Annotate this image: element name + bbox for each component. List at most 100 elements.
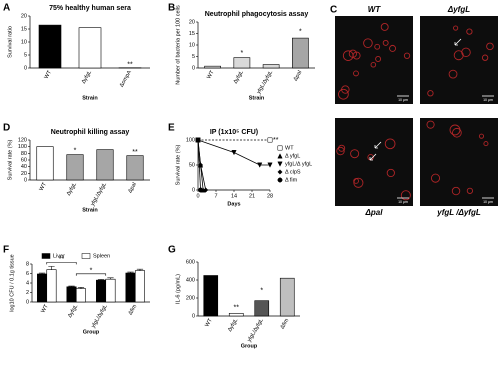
y-tick-label: 0	[192, 65, 195, 71]
y-tick-label: 0	[24, 65, 27, 71]
survival-line	[197, 139, 201, 191]
y-axis-label: Survival rate (%)	[7, 140, 13, 181]
x-tick-label: ΔyfgL	[227, 318, 239, 333]
marker	[277, 169, 283, 175]
significance: **	[234, 304, 240, 311]
scale-label: 10 μm	[398, 98, 408, 102]
bracket	[46, 262, 77, 265]
cell	[483, 141, 489, 147]
significance: *	[299, 28, 302, 35]
cell	[486, 42, 494, 51]
y-tick-label: 40	[21, 164, 27, 170]
bar	[262, 64, 280, 69]
y-tick-label: 80	[21, 151, 27, 157]
x-tick-label: ΔyfgL	[66, 182, 78, 197]
x-tick-label: WT	[206, 69, 216, 80]
x-axis-label: Strain	[82, 207, 98, 213]
cell	[427, 90, 434, 97]
scale-label: 10 μm	[483, 98, 493, 102]
chart-title: IP (1x10⁵ CFU)	[210, 129, 258, 136]
scale-label: 10 μm	[398, 200, 408, 204]
y-axis-label: Number of bacteria per 100 cells	[175, 5, 181, 85]
y-tick-label: 20	[189, 19, 195, 25]
cell	[375, 56, 382, 62]
y-tick-label: 0	[26, 299, 29, 305]
error-bar	[48, 266, 55, 270]
x-axis-label: Strain	[249, 95, 265, 101]
y-tick-label: 200	[186, 295, 195, 301]
legend-label: yfgL/Δ yfgL	[285, 161, 312, 167]
image-label: yfgL /ΔyfgL	[436, 208, 481, 217]
image-label: Δpal	[365, 208, 384, 217]
y-tick-label: 400	[186, 277, 195, 283]
panel-letter: A	[3, 3, 10, 14]
x-tick-label: Δpal	[127, 182, 138, 195]
significance: **	[127, 61, 133, 68]
arrow	[454, 38, 462, 46]
y-tick-label: 10	[21, 39, 27, 45]
x-tick-label: Δfim	[128, 303, 139, 316]
survival-line	[197, 139, 270, 166]
legend-label: Δ clpS	[285, 169, 301, 175]
x-tick-label: ΔompA	[119, 69, 133, 88]
cell	[430, 173, 441, 183]
cell	[382, 39, 389, 46]
bar	[36, 146, 54, 181]
x-tick-label: 7	[214, 193, 217, 199]
y-tick-label: 0	[24, 177, 27, 183]
arrow	[369, 153, 377, 161]
error-bar	[97, 279, 105, 281]
x-tick-label: 0	[196, 193, 199, 199]
x-tick-label: yfgL/ΔyfgL	[91, 304, 109, 330]
cell	[481, 54, 489, 61]
bar	[134, 270, 145, 303]
microscopy-image	[335, 118, 413, 206]
legend-swatch	[81, 253, 91, 259]
y-tick-label: 5	[24, 52, 27, 58]
y-tick-label: 8	[26, 261, 29, 267]
bar	[292, 37, 309, 69]
cell	[363, 38, 373, 48]
y-tick-label: 100	[18, 144, 27, 150]
error-bar	[77, 286, 85, 289]
significance: **	[132, 149, 138, 156]
y-tick-label: 50	[189, 162, 195, 168]
marker	[277, 177, 283, 183]
bar	[126, 155, 144, 181]
cell	[466, 187, 474, 194]
x-tick-label: ΔyfgL	[81, 70, 93, 85]
image-label: WT	[368, 5, 382, 14]
legend-label: Δ fim	[285, 177, 298, 183]
bar	[228, 312, 244, 317]
y-tick-label: 5	[192, 54, 195, 60]
cell	[380, 23, 389, 31]
microscopy-image	[335, 16, 413, 104]
x-tick-label: 14	[231, 193, 237, 199]
bar	[96, 149, 114, 181]
cell	[453, 50, 464, 61]
cell	[426, 120, 435, 129]
bar	[203, 275, 219, 317]
bar	[66, 286, 77, 303]
y-tick-label: 0	[192, 187, 195, 193]
bar	[204, 65, 221, 69]
marker	[277, 145, 283, 151]
cell	[353, 70, 359, 77]
bar	[254, 300, 270, 317]
x-tick-label: 28	[267, 193, 273, 199]
marker	[195, 137, 201, 143]
x-tick-label: yfgL/ΔyfgL	[256, 70, 274, 96]
cell	[338, 144, 346, 152]
arrow	[374, 141, 382, 149]
error-bar	[38, 272, 46, 274]
cell	[451, 186, 461, 196]
error-bar	[68, 285, 75, 287]
y-tick-label: 10	[189, 42, 195, 48]
panel-letter: C	[330, 5, 337, 16]
x-tick-label: Δpal	[293, 70, 304, 83]
error-bar	[127, 271, 134, 274]
cell	[348, 49, 357, 58]
x-tick-label: WT	[44, 69, 54, 80]
x-axis-label: Days	[227, 201, 240, 207]
